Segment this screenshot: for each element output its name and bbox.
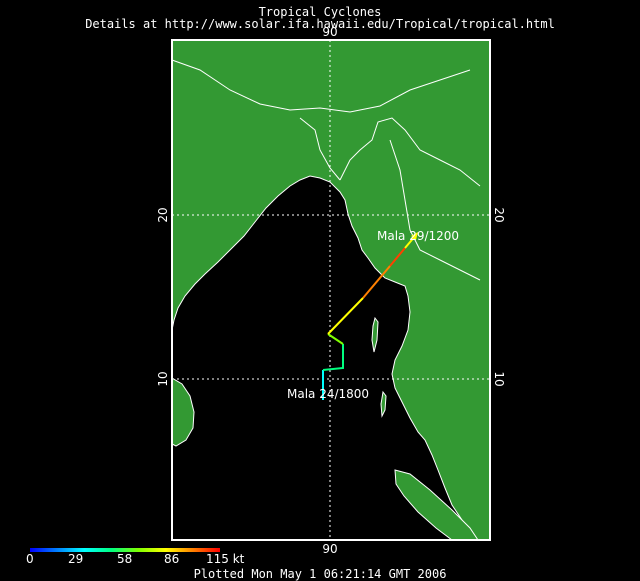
track-end-marker bbox=[411, 232, 418, 240]
country-borders bbox=[171, 59, 481, 281]
legend-tick-29: 29 bbox=[68, 552, 84, 566]
lon-label-top: 90 bbox=[322, 25, 337, 39]
details-url: Details at http://www.solar.ifa.hawaii.e… bbox=[85, 17, 555, 31]
track-segment-6 bbox=[389, 247, 406, 267]
storm-track bbox=[322, 234, 417, 400]
lat-label-10-right: 10 bbox=[492, 371, 506, 386]
legend-tick-86: 86 bbox=[164, 552, 180, 566]
sri-lanka-island bbox=[171, 377, 195, 447]
track-segment-4 bbox=[327, 297, 364, 335]
lat-label-20-left: 20 bbox=[156, 207, 170, 222]
graticule bbox=[172, 40, 490, 540]
legend-tick-58: 58 bbox=[117, 552, 133, 566]
track-segment-5 bbox=[362, 265, 391, 299]
storm-end-label: Mala 29/1200 bbox=[377, 229, 459, 243]
andaman-islands bbox=[371, 316, 379, 353]
track-segment-2 bbox=[322, 344, 344, 371]
legend-tick-0: 0 bbox=[26, 552, 34, 566]
lon-label-bottom: 90 bbox=[322, 542, 337, 556]
plotted-timestamp: Plotted Mon May 1 06:21:14 GMT 2006 bbox=[193, 567, 447, 581]
lat-label-10-left: 10 bbox=[156, 371, 170, 386]
storm-start-label: Mala 24/1800 bbox=[287, 387, 369, 401]
map-title: Tropical Cyclones bbox=[258, 5, 382, 19]
intensity-colorbar bbox=[30, 548, 220, 552]
map-border bbox=[171, 39, 491, 541]
mainland-landmass bbox=[171, 39, 491, 541]
legend-tick-115: 115 kt bbox=[206, 552, 245, 566]
nicobar-islands bbox=[380, 390, 387, 418]
lat-label-20-right: 20 bbox=[492, 207, 506, 222]
track-segment-3 bbox=[327, 333, 344, 345]
